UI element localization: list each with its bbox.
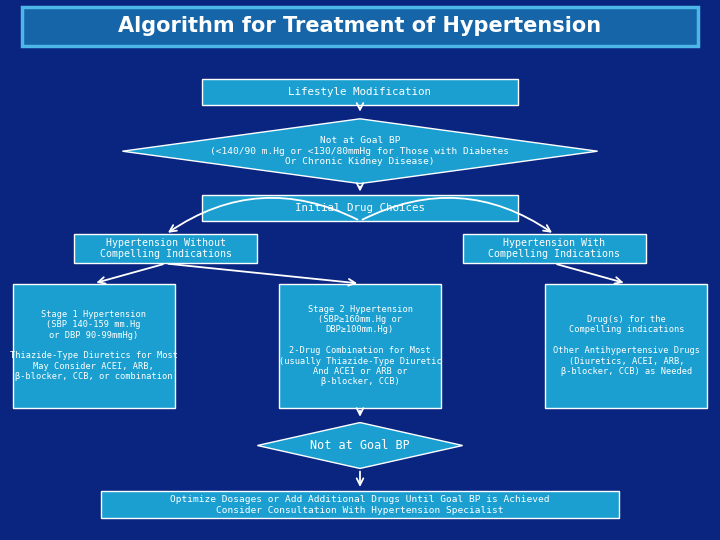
Text: Initial Drug Choices: Initial Drug Choices [295,203,425,213]
FancyBboxPatch shape [22,7,698,46]
FancyBboxPatch shape [279,284,441,408]
Polygon shape [122,119,598,184]
Text: Stage 1 Hypertension
(SBP 140-159 mm.Hg
or DBP 90-99mmHg)

Thiazide-Type Diureti: Stage 1 Hypertension (SBP 140-159 mm.Hg … [9,310,178,381]
Text: Drug(s) for the
Compelling indications

Other Antihypertensive Drugs
(Diuretics,: Drug(s) for the Compelling indications O… [553,315,700,376]
Text: Optimize Dosages or Add Additional Drugs Until Goal BP is Achieved
Consider Cons: Optimize Dosages or Add Additional Drugs… [170,495,550,515]
Text: Hypertension With
Compelling Indications: Hypertension With Compelling Indications [488,238,621,259]
FancyBboxPatch shape [74,233,258,263]
Text: Not at Goal BP
(<140/90 m.Hg or <130/80mmHg for Those with Diabetes
Or Chronic K: Not at Goal BP (<140/90 m.Hg or <130/80m… [210,136,510,166]
Text: Not at Goal BP: Not at Goal BP [310,439,410,452]
FancyBboxPatch shape [202,79,518,105]
Text: Hypertension Without
Compelling Indications: Hypertension Without Compelling Indicati… [99,238,232,259]
Text: Lifestyle Modification: Lifestyle Modification [289,87,431,97]
FancyBboxPatch shape [13,284,174,408]
FancyBboxPatch shape [101,491,619,518]
FancyBboxPatch shape [463,233,647,263]
Text: Algorithm for Treatment of Hypertension: Algorithm for Treatment of Hypertension [118,16,602,37]
Polygon shape [258,422,462,469]
Text: Stage 2 Hypertension
(SBP≥160mm.Hg or
DBP≥100mm.Hg)

2-Drug Combination for Most: Stage 2 Hypertension (SBP≥160mm.Hg or DB… [279,305,441,387]
FancyBboxPatch shape [546,284,707,408]
FancyBboxPatch shape [202,195,518,221]
